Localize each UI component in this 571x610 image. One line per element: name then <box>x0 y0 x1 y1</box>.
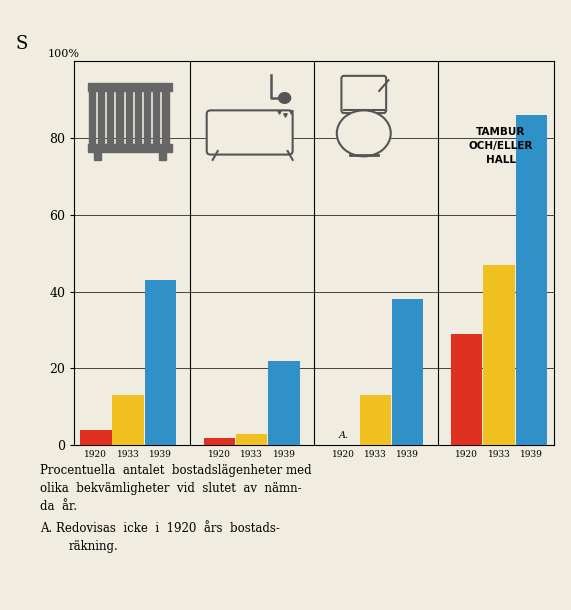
Bar <box>89 91 95 144</box>
Bar <box>360 395 391 445</box>
Bar <box>94 152 100 160</box>
Bar <box>80 430 111 445</box>
FancyBboxPatch shape <box>207 110 292 154</box>
Bar <box>451 334 482 445</box>
Text: A. Redovisas  icke  i  1920  års  bostads-: A. Redovisas icke i 1920 års bostads- <box>40 522 280 534</box>
Text: TAMBUR
OCH/ELLER
HALL: TAMBUR OCH/ELLER HALL <box>469 126 533 165</box>
Text: räkning.: räkning. <box>69 540 118 553</box>
Bar <box>204 437 235 445</box>
Bar <box>98 91 104 144</box>
Bar <box>144 91 150 144</box>
FancyBboxPatch shape <box>341 76 386 113</box>
Bar <box>236 434 267 445</box>
Ellipse shape <box>337 110 391 156</box>
Text: A.: A. <box>339 431 348 440</box>
Text: S: S <box>15 35 27 53</box>
Bar <box>116 91 123 144</box>
Text: da  år.: da år. <box>40 500 77 513</box>
Bar <box>112 395 144 445</box>
Bar <box>516 115 547 445</box>
Bar <box>268 361 300 445</box>
Bar <box>126 91 132 144</box>
Bar <box>107 91 114 144</box>
Bar <box>392 300 424 445</box>
Text: Procentuella  antalet  bostadslägenheter med: Procentuella antalet bostadslägenheter m… <box>40 464 312 476</box>
Bar <box>153 91 159 144</box>
Bar <box>159 152 166 160</box>
Circle shape <box>279 93 291 103</box>
Text: 100%: 100% <box>48 49 80 59</box>
Bar <box>87 144 172 152</box>
Bar <box>483 265 514 445</box>
Bar <box>135 91 141 144</box>
Bar <box>162 91 168 144</box>
Bar <box>145 280 176 445</box>
Bar <box>87 83 172 91</box>
Text: olika  bekvämligheter  vid  slutet  av  nämn-: olika bekvämligheter vid slutet av nämn- <box>40 482 301 495</box>
